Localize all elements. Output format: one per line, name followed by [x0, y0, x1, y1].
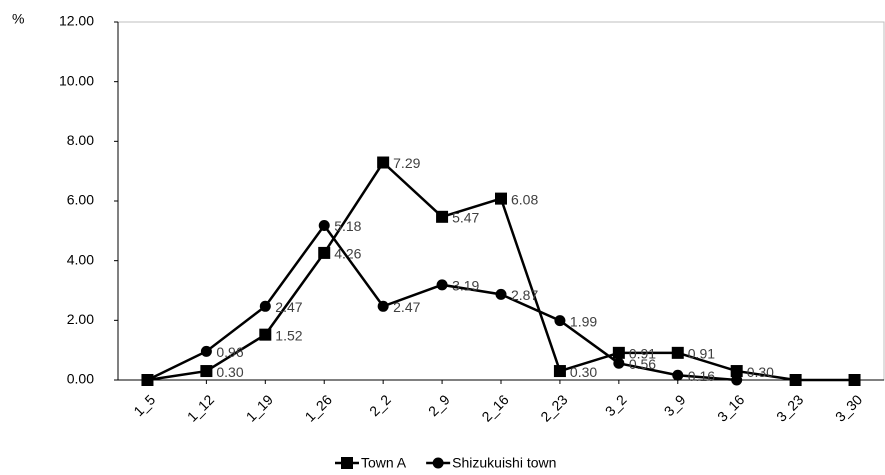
data-label: 0.30	[216, 364, 243, 380]
legend-label: Shizukuishi town	[452, 455, 556, 471]
data-label: 6.08	[511, 191, 538, 207]
marker	[318, 246, 331, 259]
x-tick-label: 1_12	[184, 391, 217, 424]
marker	[436, 210, 449, 223]
data-label: 0.30	[570, 364, 597, 380]
marker	[553, 365, 566, 378]
marker	[848, 374, 861, 386]
x-tick-label: 3_9	[661, 391, 689, 419]
y-tick-label: 0.00	[67, 371, 94, 387]
marker	[141, 374, 153, 386]
y-tick-label: 12.00	[59, 13, 94, 29]
x-tick-label: 3_30	[832, 391, 865, 424]
data-label: 0.96	[216, 344, 243, 360]
data-label: 7.29	[393, 155, 420, 171]
legend-item: Town A	[335, 455, 407, 471]
data-label: 2.47	[393, 299, 420, 315]
marker	[671, 346, 684, 359]
marker	[613, 357, 625, 369]
data-label: 1.99	[570, 313, 597, 329]
y-tick-label: 4.00	[67, 251, 94, 267]
legend-label: Town A	[361, 455, 407, 471]
marker	[259, 328, 272, 341]
x-tick-label: 2_2	[366, 391, 394, 419]
x-tick-label: 2_16	[478, 391, 511, 424]
x-tick-label: 1_19	[243, 391, 276, 424]
x-tick-label: 1_26	[302, 391, 335, 424]
data-label: 2.47	[275, 299, 302, 315]
marker	[377, 156, 390, 169]
marker	[259, 300, 271, 312]
data-label: 5.47	[452, 210, 479, 226]
y-tick-label: 10.00	[59, 72, 94, 88]
x-tick-label: 2_23	[537, 391, 570, 424]
y-axis-label: %	[12, 11, 24, 27]
x-tick-label: 1_5	[130, 391, 158, 419]
marker	[200, 345, 212, 357]
data-label: 0.91	[629, 346, 656, 362]
legend-item: Shizukuishi town	[426, 455, 556, 471]
marker	[495, 288, 507, 300]
marker	[495, 192, 507, 205]
marker	[200, 365, 213, 378]
marker	[554, 315, 566, 327]
marker	[789, 374, 802, 386]
x-tick-label: 3_16	[714, 391, 747, 424]
data-label: 0.56	[629, 356, 656, 372]
marker	[377, 300, 389, 312]
marker	[672, 369, 684, 381]
data-label: 0.91	[688, 346, 715, 362]
data-label: 5.18	[334, 218, 361, 234]
marker	[436, 279, 448, 291]
legend-marker	[341, 457, 353, 469]
data-label: 3.19	[452, 278, 479, 294]
x-tick-label: 3_2	[602, 391, 630, 419]
marker	[318, 219, 330, 231]
marker	[730, 365, 743, 378]
marker	[612, 346, 625, 359]
legend-marker	[432, 457, 444, 469]
data-label: 1.52	[275, 327, 302, 343]
y-tick-label: 8.00	[67, 132, 94, 148]
data-label: 2.87	[511, 287, 538, 303]
marker	[731, 374, 743, 386]
data-label: 0.30	[747, 364, 774, 380]
x-tick-label: 2_9	[425, 391, 453, 419]
y-tick-label: 6.00	[67, 192, 94, 208]
data-label: 0.16	[688, 368, 715, 384]
x-tick-label: 3_23	[773, 391, 806, 424]
y-tick-label: 2.00	[67, 311, 94, 327]
